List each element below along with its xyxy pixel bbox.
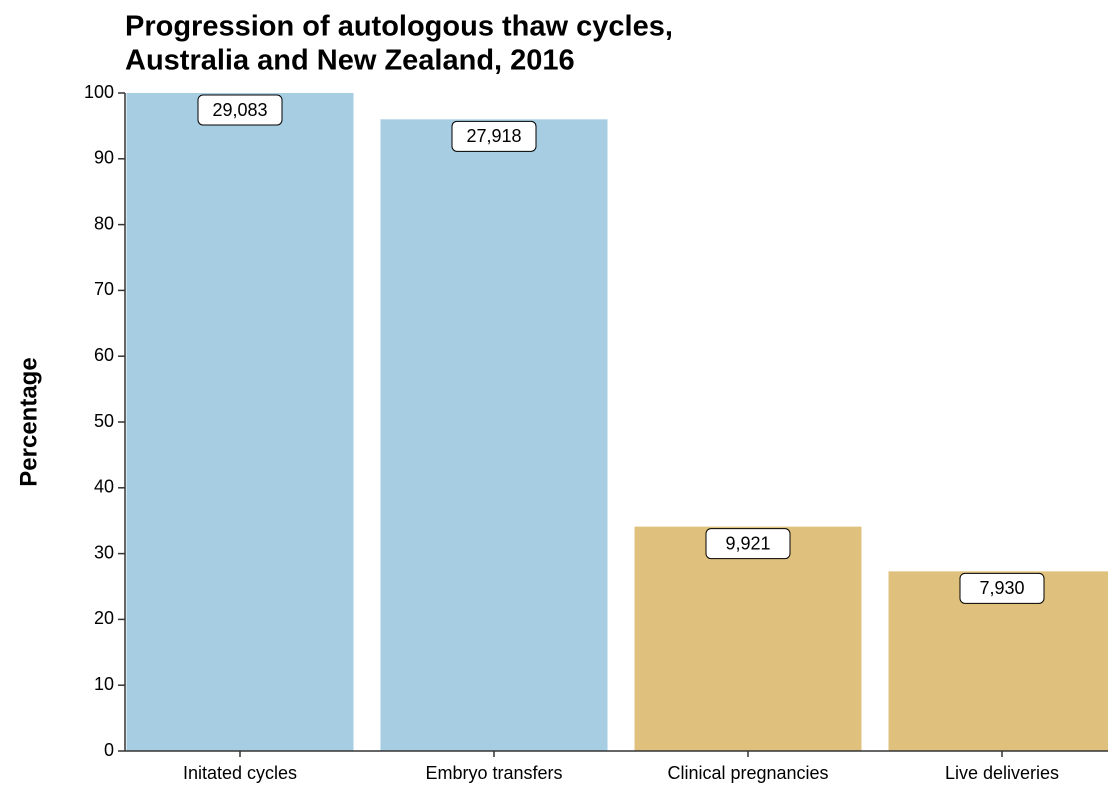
x-tick-label: Clinical pregnancies xyxy=(667,763,828,783)
y-tick-label: 50 xyxy=(94,411,114,431)
y-tick-label: 0 xyxy=(104,740,114,760)
y-tick-label: 100 xyxy=(84,82,114,102)
y-tick-label: 70 xyxy=(94,279,114,299)
data-label: 29,083 xyxy=(212,100,267,120)
y-tick-label: 40 xyxy=(94,477,114,497)
data-label: 27,918 xyxy=(466,126,521,146)
data-label-box xyxy=(705,528,791,560)
y-tick-label: 90 xyxy=(94,148,114,168)
data-label-box xyxy=(451,120,537,152)
data-label-box xyxy=(959,572,1045,604)
bar xyxy=(126,93,354,751)
y-tick-label: 60 xyxy=(94,345,114,365)
bar xyxy=(380,119,608,751)
y-axis-label: Percentage xyxy=(15,357,42,486)
y-tick-label: 10 xyxy=(94,674,114,694)
bar xyxy=(634,526,862,751)
x-tick-label: Embryo transfers xyxy=(425,763,562,783)
chart-title: Progression of autologous thaw cycles, xyxy=(125,11,673,43)
y-tick-label: 80 xyxy=(94,213,114,233)
data-label: 7,930 xyxy=(979,578,1024,598)
data-label-box xyxy=(197,94,283,126)
y-tick-label: 30 xyxy=(94,542,114,562)
x-tick-label: Initated cycles xyxy=(183,763,297,783)
y-tick-label: 20 xyxy=(94,608,114,628)
x-tick-label: Live deliveries xyxy=(945,763,1059,783)
chart-title: Australia and New Zealand, 2016 xyxy=(125,45,575,77)
data-label: 9,921 xyxy=(725,533,770,553)
